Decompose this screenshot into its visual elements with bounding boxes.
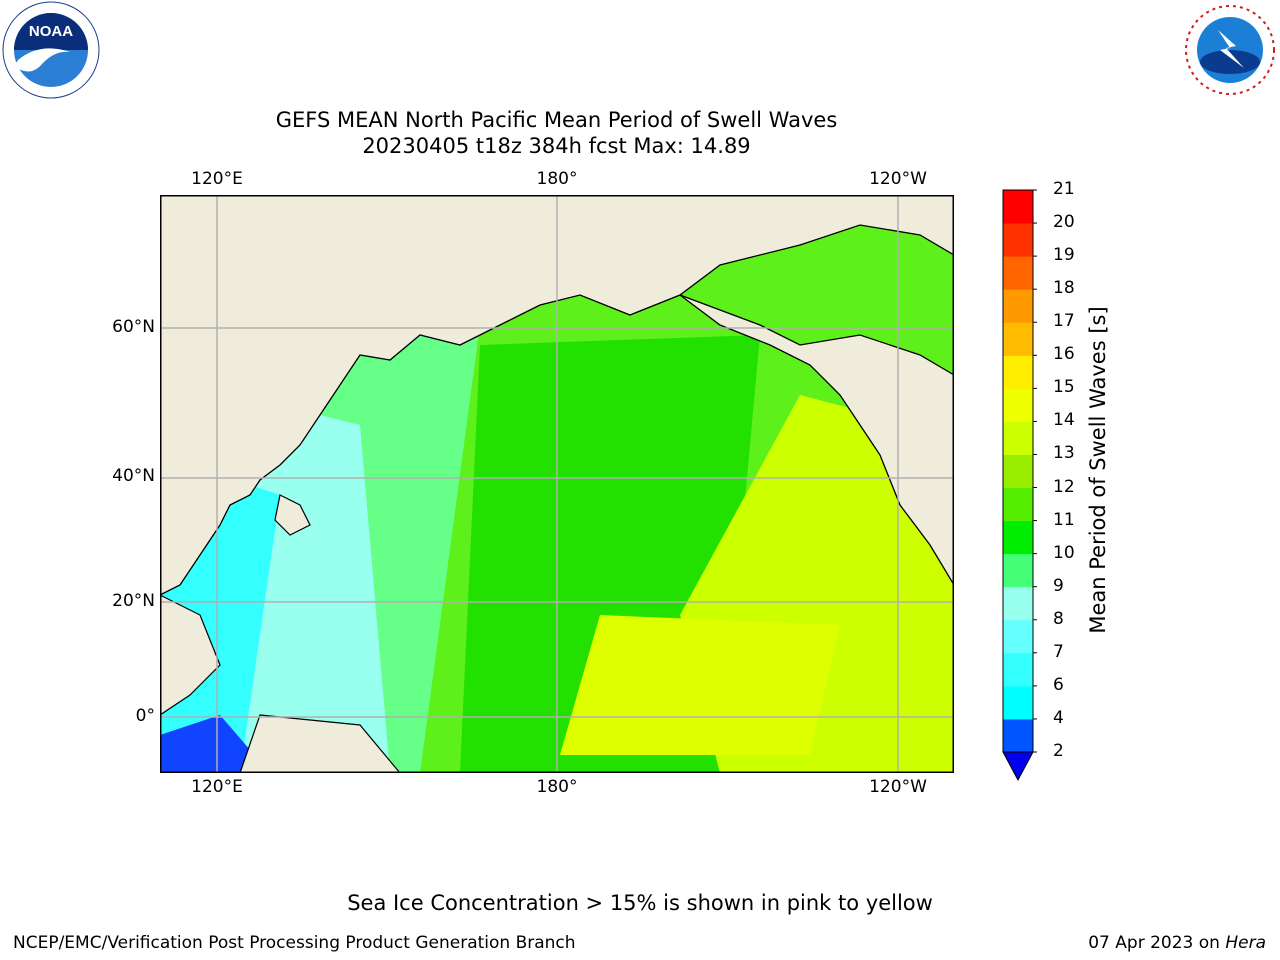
lon-label-bottom-120w: 120°W [869,777,927,797]
footer-left: NCEP/EMC/Verification Post Processing Pr… [13,933,576,953]
colorbar-segment [1003,553,1033,588]
colorbar-segment [1003,619,1033,654]
land-asia-arctic [160,195,954,596]
colorbar-svg [1002,189,1037,782]
colorbar-segment [1003,355,1033,389]
colorbar-tick-label: 18 [1053,278,1075,299]
colorbar-tick-label: 19 [1053,245,1075,266]
colorbar-title: Mean Period of Swell Waves [s] [1086,306,1110,634]
colorbar-segment [1003,190,1033,224]
lon-label-top-120e: 120°E [191,169,243,189]
colorbar-tick-label: 11 [1053,509,1075,530]
colorbar-tick-label: 14 [1053,410,1075,431]
colorbar-tick-label: 15 [1053,377,1075,398]
colorbar-under-arrow [1002,751,1034,782]
graticule [160,195,954,773]
colorbar-segment [1003,586,1033,621]
colorbar-segment [1003,289,1033,323]
colorbar-tick-label: 6 [1053,674,1064,695]
map-panel [160,195,954,773]
colorbar-frame [1002,189,1034,752]
lat-label-20n: 20°N [112,591,155,611]
lat-label-60n: 60°N [112,317,155,337]
colorbar-tick-label: 9 [1053,575,1064,596]
colorbar-segment [1003,388,1033,422]
land-north-america [679,294,954,587]
lon-label-top-180: 180° [536,169,578,189]
lon-label-top-120w: 120°W [869,169,927,189]
land-new-guinea [239,714,401,773]
noaa-logo: NOAA [0,0,104,100]
colorbar-tick-label: 16 [1053,344,1075,365]
colorbar-tick-label: 2 [1053,741,1064,761]
colorbar-segment [1003,223,1033,257]
colorbar-tick-label: 20 [1053,212,1075,233]
colorbar [1001,188,1037,784]
colorbar-tick-label: 10 [1053,542,1075,563]
land-se-asia [160,594,221,716]
colorbar-segment [1003,256,1033,290]
swell-band-4s [160,715,270,773]
map-svg [160,195,954,773]
colorbar-segment [1003,487,1033,522]
footer-date: 07 Apr 2023 on [1088,933,1226,953]
lat-label-40n: 40°N [112,466,155,486]
lon-label-bottom-120e: 120°E [191,777,243,797]
colorbar-segment [1003,322,1033,356]
lon-label-bottom-180: 180° [536,777,578,797]
sea-ice-note: Sea Ice Concentration > 15% is shown in … [347,891,933,915]
lat-label-0: 0° [135,706,155,726]
chart-title: GEFS MEAN North Pacific Mean Period of S… [275,108,838,132]
map-frame [160,195,954,773]
footer-machine: Hera [1225,933,1266,953]
colorbar-tick-label: 21 [1053,179,1075,199]
colorbar-tick-label: 4 [1053,707,1064,728]
colorbar-segment [1003,652,1033,687]
chart-subtitle: 20230405 t18z 384h fcst Max: 14.89 [362,134,751,158]
colorbar-segment [1003,718,1033,753]
noaa-logo-text: NOAA [29,23,73,40]
nws-logo [1180,0,1280,100]
colorbar-segment [1003,520,1033,555]
colorbar-segment [1003,421,1033,455]
colorbar-tick-label: 12 [1053,476,1075,497]
colorbar-tick-label: 17 [1053,311,1075,332]
colorbar-segment [1003,685,1033,720]
colorbar-tick-label: 8 [1053,608,1064,629]
colorbar-tick-label: 13 [1053,443,1075,464]
land-japan [274,494,311,536]
footer-right: 07 Apr 2023 on Hera [1088,933,1266,953]
swell-band-13s [560,615,840,755]
colorbar-tick-label: 7 [1053,641,1064,662]
colorbar-segment [1003,454,1033,489]
